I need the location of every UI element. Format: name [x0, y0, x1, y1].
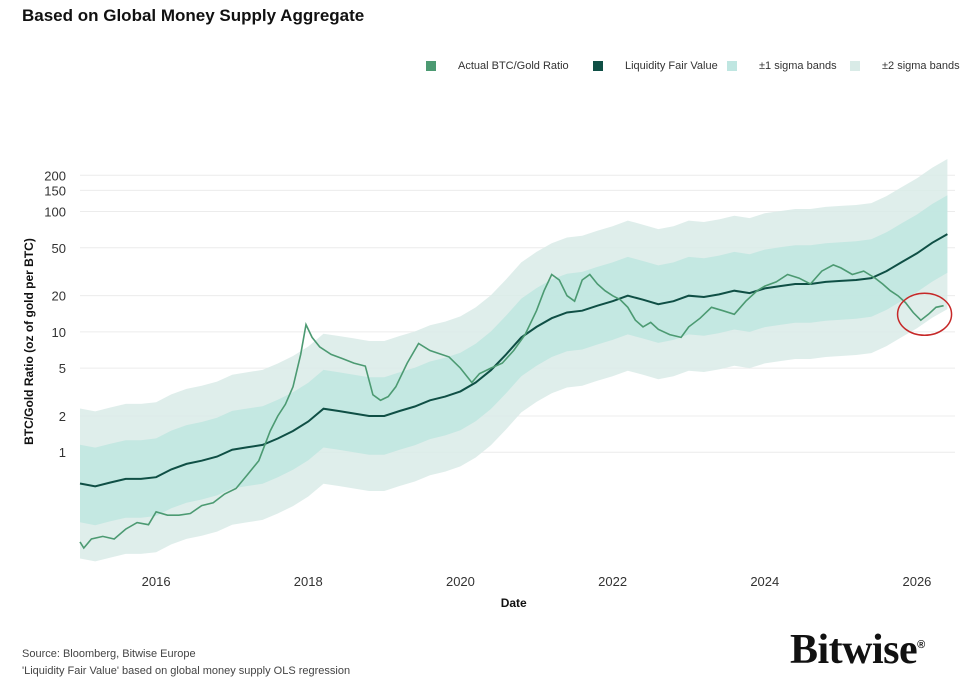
x-tick-label: 2026 [902, 574, 931, 589]
highlight-circle [896, 292, 953, 337]
y-tick-label: 10 [52, 325, 66, 340]
logo-text: Bitwise [790, 627, 918, 673]
y-tick-label: 100 [44, 205, 66, 220]
y-tick-label: 2 [59, 409, 66, 424]
registered-mark: ® [917, 639, 925, 651]
legend-item-actual: Actual BTC/Gold Ratio [426, 60, 569, 72]
legend-item-sigma2: ±2 sigma bands [850, 60, 960, 72]
legend-swatch-sigma1 [727, 61, 737, 71]
y-tick-label: 1 [59, 445, 66, 460]
legend-label-fair-value: Liquidity Fair Value [625, 60, 718, 72]
x-tick-label: 2024 [750, 574, 779, 589]
legend-swatch-fair-value [593, 61, 603, 71]
x-tick-label: 2018 [294, 574, 323, 589]
legend-swatch-actual [426, 61, 436, 71]
x-tick-label: 2020 [446, 574, 475, 589]
chart-title: Based on Global Money Supply Aggregate [22, 6, 365, 25]
legend-item-fair-value: Liquidity Fair Value [593, 60, 718, 72]
y-tick-label: 200 [44, 168, 66, 183]
x-axis-title: Date [501, 596, 527, 610]
legend-swatch-sigma2 [850, 61, 860, 71]
chart-legend: Actual BTC/Gold Ratio Liquidity Fair Val… [0, 60, 970, 80]
y-axis-title: BTC/Gold Ratio (oz of gold per BTC) [22, 238, 36, 445]
legend-label-sigma2: ±2 sigma bands [882, 60, 960, 72]
x-tick-label: 2022 [598, 574, 627, 589]
fair-value-line [79, 233, 948, 488]
bitwise-logo: Bitwise® [790, 626, 925, 674]
x-tick-label: 2016 [142, 574, 171, 589]
source-note: Source: Bloomberg, Bitwise Europe [22, 648, 196, 660]
actual-ratio-line [79, 264, 944, 550]
legend-label-sigma1: ±1 sigma bands [759, 60, 837, 72]
y-tick-label: 50 [52, 241, 66, 256]
sigma-band-1 [80, 195, 948, 526]
y-tick-label: 150 [44, 183, 66, 198]
methodology-note: 'Liquidity Fair Value' based on global m… [22, 665, 351, 677]
legend-item-sigma1: ±1 sigma bands [727, 60, 837, 72]
y-tick-label: 5 [59, 361, 66, 376]
y-tick-label: 20 [52, 289, 66, 304]
legend-label-actual: Actual BTC/Gold Ratio [458, 60, 569, 72]
